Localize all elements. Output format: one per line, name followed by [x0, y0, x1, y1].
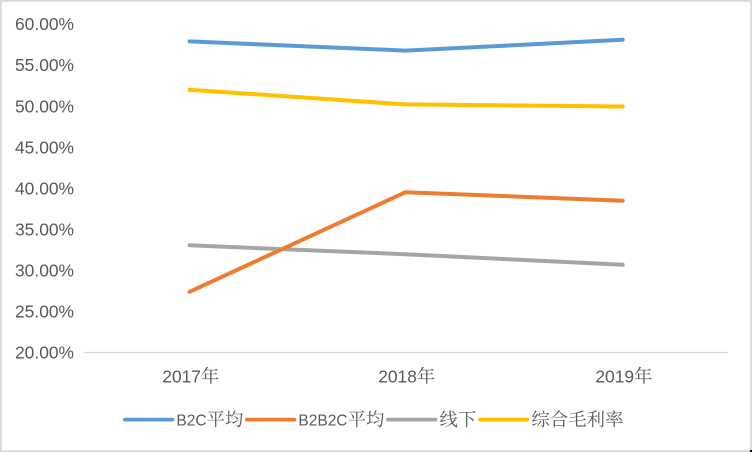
svg-text:35.00%: 35.00% [15, 220, 74, 240]
svg-text:20.00%: 20.00% [15, 343, 74, 363]
svg-text:2019: 2019 [595, 366, 634, 386]
svg-text:45.00%: 45.00% [15, 137, 74, 157]
svg-text:60.00%: 60.00% [15, 14, 74, 34]
svg-text:B2B2C: B2B2C [298, 413, 347, 430]
svg-text:2018: 2018 [378, 366, 417, 386]
svg-text:2017: 2017 [162, 366, 201, 386]
svg-text:40.00%: 40.00% [15, 178, 74, 198]
svg-text:B2C: B2C [176, 413, 206, 430]
svg-text:25.00%: 25.00% [15, 302, 74, 322]
svg-text:55.00%: 55.00% [15, 55, 74, 75]
svg-text:30.00%: 30.00% [15, 261, 74, 281]
svg-text:50.00%: 50.00% [15, 96, 74, 116]
